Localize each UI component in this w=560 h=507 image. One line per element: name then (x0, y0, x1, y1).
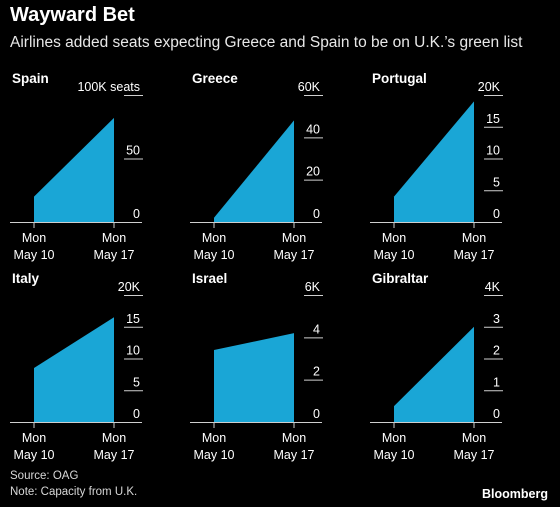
israel-ytick-label: 4 (313, 322, 320, 336)
spain-panel-title: Spain (12, 71, 49, 86)
israel-xtick-label: Mon (282, 431, 306, 445)
portugal-ytick-label: 0 (493, 207, 500, 221)
gibraltar-ytick-label: 0 (493, 407, 500, 421)
israel-ytick-label: 2 (313, 365, 320, 379)
israel-ytick-label: 0 (313, 407, 320, 421)
greece-xtick-label: Mon (202, 231, 226, 245)
greece-ytick-label: 0 (313, 207, 320, 221)
greece-ytick-label: 20 (306, 165, 320, 179)
gibraltar-ytick-label: 1 (493, 375, 500, 389)
portugal-xtick-label: Mon (462, 231, 486, 245)
greece-xtick-label: Mon (282, 231, 306, 245)
spain-xtick-label: Mon (22, 231, 46, 245)
portugal-ytick-label: 15 (486, 112, 500, 126)
spain-xtick-label: Mon (102, 231, 126, 245)
chart-title: Wayward Bet (10, 4, 135, 26)
israel-panel-title: Israel (192, 271, 227, 286)
greece-ytick-label: 40 (306, 122, 320, 136)
greece-area (214, 120, 294, 222)
portugal-xtick-date: May 10 (374, 248, 415, 262)
greece-ytick-label: 60K (298, 80, 321, 94)
gibraltar-ytick-label: 2 (493, 344, 500, 358)
italy-ytick-label: 15 (126, 312, 140, 326)
gibraltar-area (394, 326, 474, 422)
italy-xtick-date: May 17 (94, 448, 135, 462)
portugal-panel-title: Portugal (372, 71, 427, 86)
portugal-area (394, 101, 474, 222)
israel-area (214, 333, 294, 422)
italy-xtick-date: May 10 (14, 448, 55, 462)
italy-area (34, 317, 114, 422)
gibraltar-xtick-label: Mon (382, 431, 406, 445)
gibraltar-ytick-label: 4K (485, 280, 501, 294)
chart-subtitle: Airlines added seats expecting Greece an… (10, 34, 523, 51)
spain-xtick-date: May 10 (14, 248, 55, 262)
gibraltar-xtick-date: May 17 (454, 448, 495, 462)
spain-ytick-label: 0 (133, 207, 140, 221)
israel-xtick-label: Mon (202, 431, 226, 445)
gibraltar-ytick-label: 3 (493, 312, 500, 326)
italy-ytick-label: 20K (118, 280, 141, 294)
italy-ytick-label: 5 (133, 375, 140, 389)
spain-area (34, 117, 114, 222)
gibraltar-xtick-label: Mon (462, 431, 486, 445)
greece-panel-title: Greece (192, 71, 238, 86)
italy-ytick-label: 10 (126, 344, 140, 358)
israel-xtick-date: May 17 (274, 448, 315, 462)
italy-panel-title: Italy (12, 271, 40, 286)
israel-ytick-label: 6K (305, 280, 321, 294)
portugal-ytick-label: 20K (478, 80, 501, 94)
spain-ytick-label: 100K seats (77, 80, 140, 94)
capacity-note: Note: Capacity from U.K. (10, 486, 138, 498)
portugal-ytick-label: 10 (486, 144, 500, 158)
spain-xtick-date: May 17 (94, 248, 135, 262)
italy-xtick-label: Mon (102, 431, 126, 445)
bloomberg-logo: Bloomberg (482, 487, 548, 501)
gibraltar-xtick-date: May 10 (374, 448, 415, 462)
italy-xtick-label: Mon (22, 431, 46, 445)
italy-ytick-label: 0 (133, 407, 140, 421)
source-note: Source: OAG (10, 470, 79, 482)
gibraltar-panel-title: Gibraltar (372, 271, 429, 286)
portugal-xtick-label: Mon (382, 231, 406, 245)
greece-xtick-date: May 10 (194, 248, 235, 262)
portugal-ytick-label: 5 (493, 175, 500, 189)
portugal-xtick-date: May 17 (454, 248, 495, 262)
israel-xtick-date: May 10 (194, 448, 235, 462)
spain-ytick-label: 50 (126, 144, 140, 158)
greece-xtick-date: May 17 (274, 248, 315, 262)
